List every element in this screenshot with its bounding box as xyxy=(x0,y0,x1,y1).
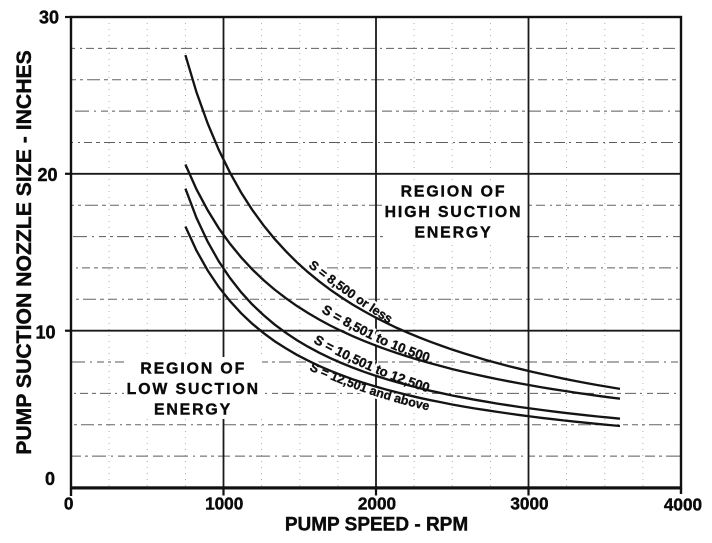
svg-text:HIGH SUCTION: HIGH SUCTION xyxy=(385,204,523,221)
svg-text:3000: 3000 xyxy=(510,494,548,514)
svg-text:REGION OF: REGION OF xyxy=(401,184,507,201)
svg-text:REGION OF: REGION OF xyxy=(140,361,246,378)
svg-text:20: 20 xyxy=(37,165,57,185)
svg-text:PUMP SUCTION NOZZLE SIZE - INC: PUMP SUCTION NOZZLE SIZE - INCHES xyxy=(13,50,36,455)
svg-text:LOW SUCTION: LOW SUCTION xyxy=(127,381,260,398)
svg-text:PUMP SPEED - RPM: PUMP SPEED - RPM xyxy=(285,515,468,536)
svg-text:ENERGY: ENERGY xyxy=(154,401,232,418)
svg-text:0: 0 xyxy=(64,494,74,514)
svg-text:2000: 2000 xyxy=(358,493,396,513)
svg-text:4000: 4000 xyxy=(664,495,702,515)
svg-text:30: 30 xyxy=(39,7,59,27)
svg-text:ENERGY: ENERGY xyxy=(414,224,492,241)
svg-text:10: 10 xyxy=(35,322,55,342)
svg-text:1000: 1000 xyxy=(205,493,243,513)
svg-text:0: 0 xyxy=(45,469,55,489)
